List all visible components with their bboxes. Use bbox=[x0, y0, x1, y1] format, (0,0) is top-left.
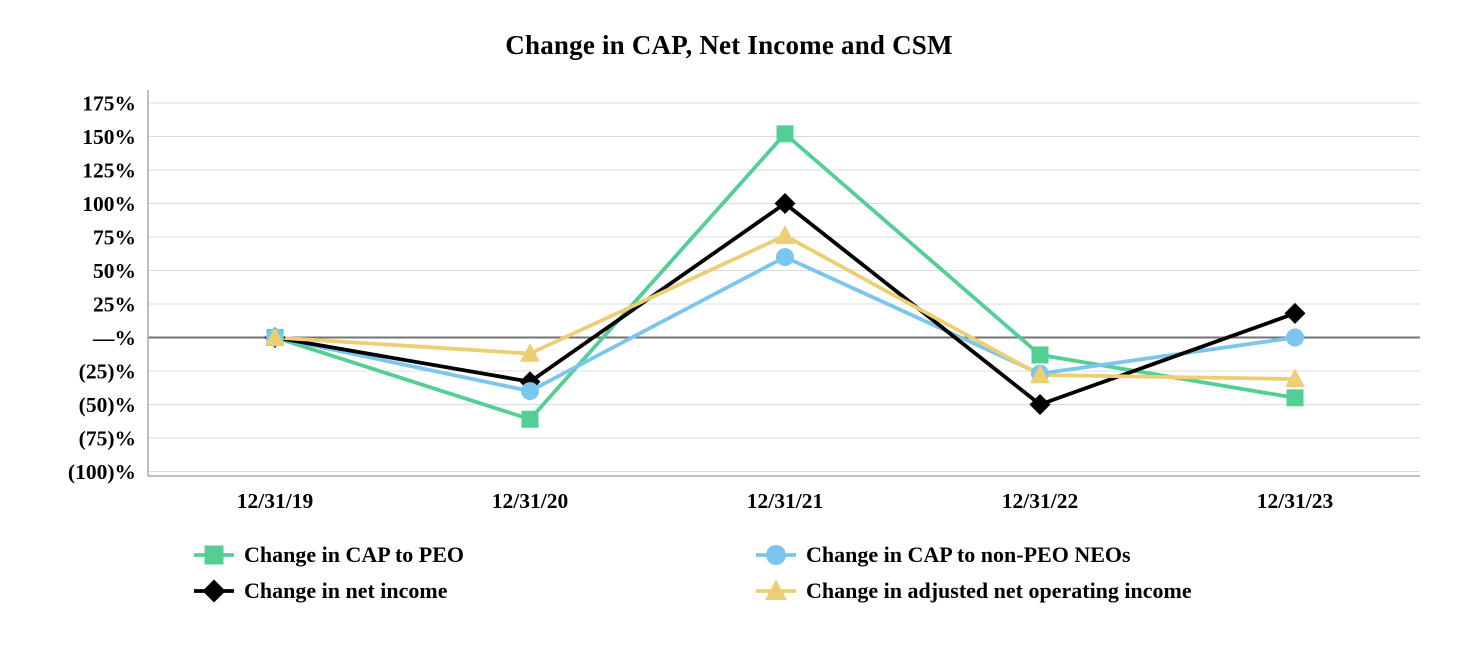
y-tick-label: (50)% bbox=[79, 393, 136, 417]
x-tick-label: 12/31/20 bbox=[492, 489, 568, 513]
square-legend-marker-icon bbox=[194, 545, 234, 565]
triangle-marker-icon bbox=[520, 343, 540, 362]
diamond-marker-icon bbox=[774, 193, 796, 214]
triangle-marker-icon bbox=[765, 579, 787, 600]
x-tick-label: 12/31/22 bbox=[1002, 489, 1078, 513]
chart-title: Change in CAP, Net Income and CSM bbox=[505, 30, 953, 60]
diamond-marker-icon bbox=[202, 579, 226, 603]
circle-marker-icon bbox=[766, 545, 786, 565]
triangle-marker-icon bbox=[1030, 364, 1050, 384]
legend-item-change-in-adjusted-net-operating-income: Change in adjusted net operating income bbox=[754, 574, 1458, 608]
chart-legend: Change in CAP to PEO Change in CAP to non… bbox=[192, 538, 1458, 608]
x-tick-label: 12/31/19 bbox=[237, 489, 313, 513]
circle-legend-marker-icon bbox=[756, 545, 796, 565]
x-tick-label: 12/31/21 bbox=[747, 489, 823, 513]
circle-marker-icon bbox=[1286, 328, 1304, 347]
y-tick-label: (75)% bbox=[79, 426, 136, 450]
legend-label: Change in CAP to non-PEO NEOs bbox=[806, 542, 1131, 567]
y-tick-label: 50% bbox=[93, 259, 136, 283]
legend-label: Change in adjusted net operating income bbox=[806, 578, 1192, 603]
y-tick-label: 75% bbox=[93, 225, 136, 249]
y-tick-label: 100% bbox=[82, 192, 136, 216]
diamond-legend-marker-icon bbox=[194, 579, 234, 603]
y-tick-label: —% bbox=[92, 326, 136, 350]
x-tick-label: 12/31/23 bbox=[1257, 489, 1334, 513]
legend-label: Change in CAP to PEO bbox=[244, 542, 465, 567]
legend-item-change-in-cap-to-non-peo-neos: Change in CAP to non-PEO NEOs bbox=[754, 538, 1458, 572]
square-marker-icon bbox=[776, 125, 794, 143]
circle-marker-icon bbox=[521, 382, 539, 401]
square-marker-icon bbox=[1286, 389, 1304, 407]
square-marker-icon bbox=[204, 545, 224, 565]
triangle-legend-marker-icon bbox=[756, 579, 796, 600]
triangle-marker-icon bbox=[1285, 368, 1305, 388]
triangle-marker-icon bbox=[775, 225, 795, 244]
triangle-marker-icon bbox=[265, 327, 285, 346]
y-tick-label: 25% bbox=[93, 292, 136, 316]
y-tick-label: (100)% bbox=[68, 460, 136, 484]
circle-marker-icon bbox=[776, 248, 794, 267]
square-marker-icon bbox=[521, 410, 539, 428]
series-markers-change-in-cap-to-peo bbox=[266, 125, 1304, 428]
diamond-marker-icon bbox=[1029, 394, 1051, 415]
y-tick-label: 175% bbox=[82, 91, 136, 115]
y-tick-label: (25)% bbox=[79, 359, 136, 383]
y-tick-label: 125% bbox=[82, 158, 136, 182]
diamond-marker-icon bbox=[1284, 302, 1306, 324]
legend-item-change-in-cap-to-peo: Change in CAP to PEO bbox=[192, 538, 754, 572]
series-markers-change-in-adjusted-net-operating-income bbox=[265, 225, 1305, 388]
line-chart: 175% 150% 125% 100% 75% 50% 25% —% (25)% (50)% (75… bbox=[68, 90, 1420, 513]
y-tick-label: 150% bbox=[82, 125, 136, 149]
legend-item-change-in-net-income: Change in net income bbox=[192, 574, 754, 608]
square-marker-icon bbox=[1031, 346, 1049, 364]
legend-label: Change in net income bbox=[244, 578, 448, 603]
